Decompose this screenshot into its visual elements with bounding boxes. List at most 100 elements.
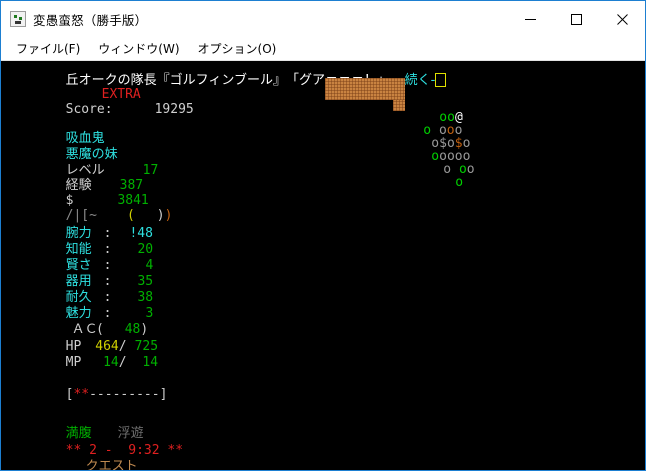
- window-controls: [507, 1, 645, 37]
- map-glyph-o: o: [462, 149, 471, 164]
- equipment-close-paren: ): [156, 208, 165, 223]
- attribute-row-con: 耐久: 38: [3, 280, 154, 304]
- terminal-grid: 丘オークの隊長『ゴルフィンブール』 「グアァァァ！」 -続く- EXTRA Sco…: [1, 61, 645, 470]
- map-glyph-o: o: [443, 162, 452, 177]
- maximize-button[interactable]: [553, 1, 599, 37]
- attribute-label-int: 知能: [65, 242, 92, 257]
- map-glyph-o: o: [454, 123, 463, 138]
- armor-class-row: ＡＣ(48): [9, 312, 149, 336]
- gold-value: 3841: [117, 193, 149, 208]
- level-value: 17: [142, 163, 159, 178]
- map-glyph-o: o: [446, 149, 455, 164]
- close-icon: [616, 13, 628, 25]
- map-item-row: o$o$o: [353, 126, 470, 150]
- attribute-row-int: 知能: 20: [3, 232, 154, 256]
- attribute-sep-dex: :: [103, 274, 112, 289]
- map-glyph-o: o: [423, 123, 432, 138]
- score-label: Score:: [65, 102, 113, 117]
- hp-label: HP: [65, 339, 82, 354]
- equipment-left-glyphs: /|[~: [65, 208, 97, 223]
- health-bar-empty: ---------: [89, 387, 160, 402]
- map-glyph-o: o: [447, 110, 455, 125]
- bottom-status-depth: 10 階: [589, 467, 645, 470]
- mp-max: 14: [134, 355, 159, 370]
- health-bar-filled: **: [73, 387, 90, 402]
- game-terminal[interactable]: 丘オークの隊長『ゴルフィンブール』 「グアァァァ！」 -続く- EXTRA Sco…: [1, 61, 645, 470]
- attribute-label-con: 耐久: [65, 290, 92, 305]
- menu-item-option[interactable]: オプション(O): [197, 41, 277, 56]
- message-more: -続く-: [399, 73, 436, 88]
- menu-item-window[interactable]: ウィンドウ(W): [98, 41, 180, 56]
- attribute-value-dex: 35: [137, 274, 154, 289]
- status-effects-row: 満腹 浮遊: [3, 416, 144, 440]
- attribute-row-str: 腕力: !48: [3, 216, 153, 240]
- attribute-value-int: 20: [137, 242, 154, 257]
- map-glyph-o: o: [446, 123, 455, 138]
- dungeon-map[interactable]: oo@ o ooo o$o$o ooooo o oo: [1, 61, 645, 461]
- title-bar: 変愚蛮怒（勝手版）: [1, 1, 645, 37]
- attribute-label-dex: 器用: [65, 274, 92, 289]
- minimize-button[interactable]: [507, 1, 553, 37]
- menu-bar: ファイル(F) ウィンドウ(W) オプション(O): [1, 37, 645, 61]
- score-row: Score: 19295: [3, 92, 194, 116]
- attribute-sep-con: :: [103, 290, 112, 305]
- map-glyph-o: o: [439, 149, 447, 164]
- map-glyph-o: o: [431, 149, 440, 164]
- map-wall-segment: [393, 100, 405, 111]
- attribute-row-chr: 魅力: 3: [3, 296, 154, 320]
- map-wall-texture: [393, 100, 405, 111]
- game-time-row: ** 2 - 9:32 **: [3, 433, 183, 457]
- map-glyph-o: o: [455, 175, 464, 190]
- hp-max: 725: [134, 339, 159, 354]
- status-levitate: 浮遊: [117, 426, 144, 441]
- level-label: レベル: [65, 163, 105, 178]
- map-wall-segment: [325, 89, 405, 100]
- map-glyph-o: o: [458, 162, 467, 177]
- map-wall-texture: [325, 78, 405, 100]
- score-value: 19295: [154, 102, 194, 117]
- mp-current: 14: [95, 355, 119, 370]
- map-glyph-o: o: [446, 136, 455, 151]
- level-row: レベル 17: [3, 153, 159, 177]
- health-bar-close: ]: [159, 387, 168, 402]
- map-glyph-o: o: [466, 162, 475, 177]
- menu-item-file[interactable]: ファイル(F): [16, 41, 81, 56]
- gold-label: $: [65, 193, 74, 208]
- map-monster-row: o: [377, 165, 463, 189]
- exp-value: 387: [119, 178, 144, 193]
- attribute-value-con: 38: [137, 290, 154, 305]
- map-glyph-o: o: [431, 136, 440, 151]
- mp-row: MP 14/ 14: [3, 345, 158, 369]
- map-glyph-money: $: [439, 136, 447, 151]
- ac-close: ): [140, 322, 149, 337]
- quest-row: クエスト: [23, 449, 138, 470]
- equipment-right-paren: ): [164, 208, 173, 223]
- minimize-icon: [524, 18, 536, 20]
- bottom-status-berserk: 狂乱: [193, 467, 282, 470]
- equipment-row: /|[~ ()): [3, 198, 173, 222]
- mp-label: MP: [65, 355, 82, 370]
- attribute-row-wis: 賢さ: 4: [3, 248, 154, 272]
- map-wall-segment: [325, 78, 405, 89]
- class-label: 悪魔の妹: [65, 147, 118, 162]
- quest-label: クエスト: [85, 459, 138, 470]
- map-glyph-o: o: [439, 110, 448, 125]
- attribute-sep-int: :: [103, 242, 112, 257]
- maximize-icon: [570, 13, 582, 25]
- map-glyph-o: o: [454, 149, 463, 164]
- gold-row: $3841: [3, 183, 149, 207]
- equipment-open-paren: (: [126, 208, 135, 223]
- mp-slash: /: [118, 355, 127, 370]
- map-monster-row: ooooo: [353, 139, 470, 163]
- class-row: 悪魔の妹: [3, 137, 118, 161]
- player-glyph: @: [454, 110, 463, 125]
- monster-health-bar: [**---------]: [3, 377, 168, 401]
- map-glyph-o: o: [462, 136, 471, 151]
- attribute-marker-str: !: [129, 226, 138, 241]
- health-bar-open: [: [65, 387, 74, 402]
- close-button[interactable]: [599, 1, 645, 37]
- attribute-sep-wis: :: [103, 258, 112, 273]
- attribute-value-wis: 4: [145, 258, 154, 273]
- attribute-sep-str: :: [103, 226, 112, 241]
